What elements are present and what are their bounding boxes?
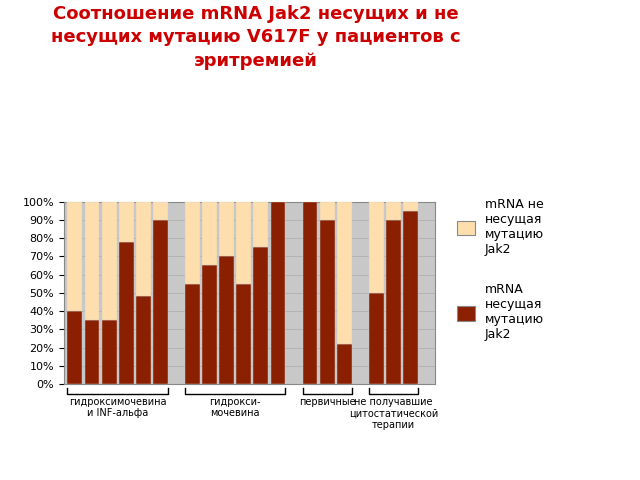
Bar [67,202,83,311]
Bar [67,311,83,384]
Bar [253,247,268,384]
Text: не получавшие
цитостатической
терапии: не получавшие цитостатической терапии [349,397,438,430]
Bar [253,202,268,247]
Text: первичные: первичные [299,397,355,407]
Bar [153,220,168,384]
Text: гидроксимочевина
и INF-альфа: гидроксимочевина и INF-альфа [69,397,166,419]
Legend: mRNA не
несущая
мутацию
Jak2, mRNA
несущая
мутацию
Jak2: mRNA не несущая мутацию Jak2, mRNA несущ… [458,198,544,341]
Bar [153,202,168,220]
Bar [403,211,418,384]
Text: Соотношение mRNA Jak2 несущих и не
несущих мутацию V617F у пациентов с
эритремие: Соотношение mRNA Jak2 несущих и не несущ… [51,5,461,70]
Bar [369,202,384,293]
Bar [185,202,200,284]
Text: гидрокси-
мочевина: гидрокси- мочевина [209,397,261,419]
Bar [136,202,151,297]
Bar [219,256,234,384]
Bar [202,265,217,384]
Bar [84,202,99,320]
Bar [271,202,285,384]
Bar [118,242,134,384]
Bar [319,220,335,384]
Bar [236,202,252,284]
Bar [185,284,200,384]
Bar [403,202,418,211]
Bar [219,202,234,256]
Bar [236,284,252,384]
Bar [369,293,384,384]
Bar [386,202,401,220]
Bar [337,344,352,384]
Bar [136,297,151,384]
Bar [202,202,217,265]
Bar [84,320,99,384]
Bar [118,202,134,242]
Bar [303,202,317,384]
Bar [337,202,352,344]
Bar [102,320,116,384]
Bar [102,202,116,320]
Bar [319,202,335,220]
Bar [386,220,401,384]
